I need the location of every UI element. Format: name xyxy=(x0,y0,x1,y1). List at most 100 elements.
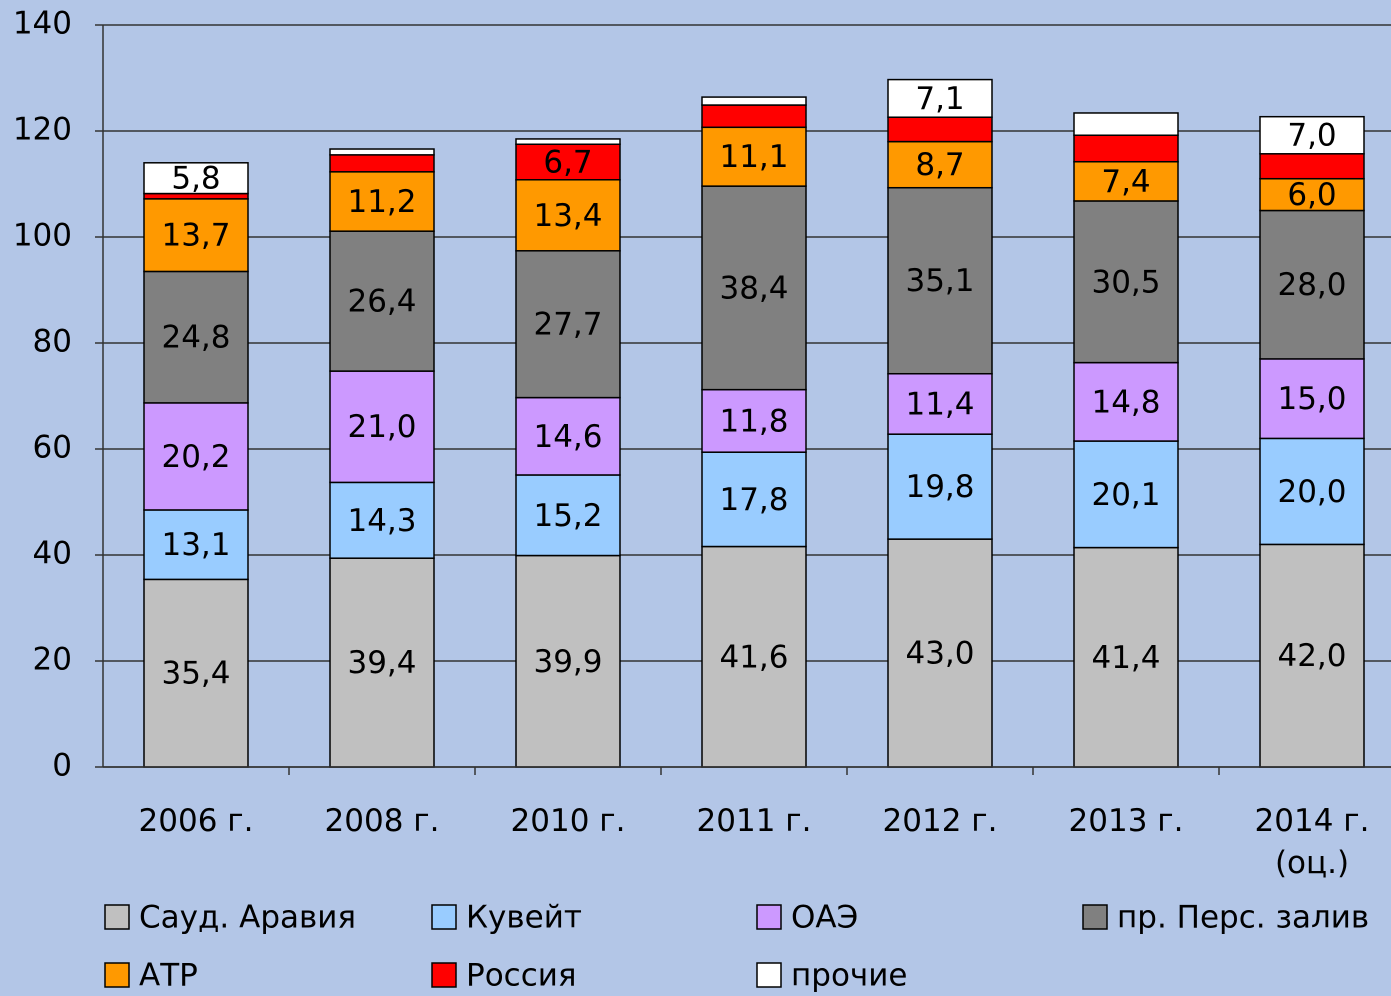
data-label: 41,6 xyxy=(719,639,788,675)
y-tick-label: 40 xyxy=(33,536,72,572)
data-label: 39,4 xyxy=(347,645,416,681)
x-tick-label: 2006 г. xyxy=(138,803,254,839)
data-label: 6,7 xyxy=(543,145,592,181)
bar-segment xyxy=(143,162,249,195)
data-label: 43,0 xyxy=(905,636,974,672)
x-tick-label: 2013 г. xyxy=(1068,803,1184,839)
legend-swatch xyxy=(756,962,782,988)
data-label: 39,9 xyxy=(533,644,602,680)
bar-segment xyxy=(329,230,435,372)
bar-segment xyxy=(701,96,807,106)
bar-segment xyxy=(1259,543,1365,768)
bar-segment xyxy=(701,104,807,129)
data-label: 20,0 xyxy=(1277,474,1346,510)
bar-segment xyxy=(143,198,249,273)
legend-swatch xyxy=(431,904,457,930)
bar-segment xyxy=(1073,134,1179,163)
legend-label: АТР xyxy=(139,958,198,994)
x-tick-label: 2011 г. xyxy=(696,803,812,839)
legend-swatch xyxy=(431,962,457,988)
bar-segment xyxy=(1259,153,1365,180)
x-tick-label: 2008 г. xyxy=(324,803,440,839)
data-label: 38,4 xyxy=(719,270,788,306)
data-label: 14,3 xyxy=(347,503,416,539)
data-label: 11,2 xyxy=(347,184,416,220)
legend-label: Россия xyxy=(466,958,577,994)
y-tick-label: 60 xyxy=(33,430,72,466)
bar-segment xyxy=(1073,112,1179,136)
data-label: 14,6 xyxy=(533,419,602,455)
bar-segment xyxy=(515,250,621,399)
data-label: 41,4 xyxy=(1091,640,1160,676)
data-label: 7,4 xyxy=(1101,164,1150,200)
data-label: 24,8 xyxy=(161,320,230,356)
data-label: 11,1 xyxy=(719,139,788,175)
bar-segment xyxy=(1073,200,1179,364)
data-label: 11,8 xyxy=(719,403,788,439)
data-label: 6,0 xyxy=(1287,177,1336,213)
bar-segment xyxy=(1259,177,1365,212)
data-label: 21,0 xyxy=(347,409,416,445)
bar-segment xyxy=(515,474,621,557)
data-label: 13,7 xyxy=(161,218,230,254)
bar-segment xyxy=(329,148,435,156)
data-label: 7,1 xyxy=(915,81,964,117)
data-label: 19,8 xyxy=(905,469,974,505)
data-label: 35,1 xyxy=(905,263,974,299)
legend-swatch xyxy=(104,904,130,930)
legend-label: ОАЭ xyxy=(791,900,858,936)
y-tick-label: 120 xyxy=(13,112,72,148)
data-label: 17,8 xyxy=(719,482,788,518)
bar-segment xyxy=(329,370,435,484)
bar-segment xyxy=(329,154,435,173)
bar-segment xyxy=(887,116,993,143)
bar-segment xyxy=(887,186,993,375)
y-tick-label: 20 xyxy=(33,642,72,678)
x-tick-label: 2010 г. xyxy=(510,803,626,839)
y-tick-label: 80 xyxy=(33,324,72,360)
data-label: 11,4 xyxy=(905,386,974,422)
data-label: 5,8 xyxy=(171,161,220,197)
bar-segment xyxy=(887,433,993,540)
data-label: 15,0 xyxy=(1277,381,1346,417)
legend-swatch xyxy=(1082,904,1108,930)
data-label: 30,5 xyxy=(1091,264,1160,300)
data-label: 15,2 xyxy=(533,498,602,534)
bar-segment xyxy=(887,78,993,118)
legend-label: прочие xyxy=(791,958,907,994)
bar-segment xyxy=(329,171,435,232)
data-label: 13,4 xyxy=(533,198,602,234)
data-label: 13,1 xyxy=(161,527,230,563)
legend-label: пр. Перс. залив xyxy=(1117,900,1369,936)
bar-segment xyxy=(329,481,435,559)
x-tick-label: 2014 г. (оц.) xyxy=(1254,803,1370,881)
y-tick-label: 0 xyxy=(52,748,72,784)
bar-segment xyxy=(515,554,621,768)
bar-segment xyxy=(1259,437,1365,546)
bar-segment xyxy=(143,270,249,404)
y-tick-label: 140 xyxy=(13,6,72,42)
y-tick-label: 100 xyxy=(13,218,72,254)
data-label: 27,7 xyxy=(533,307,602,343)
data-label: 35,4 xyxy=(161,656,230,692)
bar-segment xyxy=(1073,440,1179,549)
bar-segment xyxy=(1259,115,1365,155)
bar-segment xyxy=(701,185,807,391)
legend-swatch xyxy=(756,904,782,930)
data-label: 42,0 xyxy=(1277,638,1346,674)
bar-segment xyxy=(515,179,621,252)
data-label: 7,0 xyxy=(1287,118,1336,154)
legend-label: Кувейт xyxy=(466,900,582,936)
bar-segment xyxy=(1073,160,1179,202)
bar-segment xyxy=(515,138,621,145)
data-label: 28,0 xyxy=(1277,267,1346,303)
data-label: 20,1 xyxy=(1091,477,1160,513)
legend-swatch xyxy=(104,962,130,988)
data-label: 20,2 xyxy=(161,439,230,475)
bar-segment xyxy=(515,396,621,476)
bar-segment xyxy=(887,140,993,189)
legend-label: Сауд. Аравия xyxy=(139,900,356,936)
data-label: 8,7 xyxy=(915,147,964,183)
